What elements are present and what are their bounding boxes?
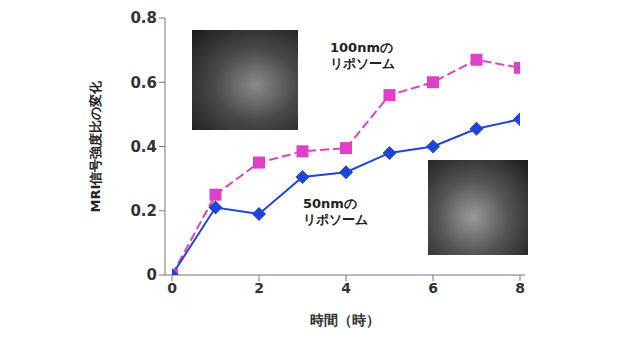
svg-text:0.2: 0.2 [130, 202, 157, 220]
html-text:100nmの: 100nmの [330, 40, 393, 55]
svg-text:4: 4 [341, 280, 351, 296]
svg-text:0.6: 0.6 [130, 74, 157, 92]
html-text:リポソーム: リポソーム [330, 56, 395, 71]
svg-text:MRI信号強度比の変化: MRI信号強度比の変化 [88, 80, 103, 213]
svg-text:0: 0 [147, 266, 157, 284]
html-text:リポソーム: リポソーム [303, 212, 368, 227]
html-text:50nmの: 50nmの [303, 196, 357, 211]
svg-text:6: 6 [428, 280, 438, 296]
svg-text:2: 2 [254, 280, 264, 296]
svg-text:時間（時）: 時間（時） [310, 312, 380, 328]
svg-text:0: 0 [167, 280, 177, 296]
svg-text:0.4: 0.4 [130, 138, 157, 156]
svg-text:0.8: 0.8 [130, 9, 157, 27]
svg-text:8: 8 [515, 280, 525, 296]
